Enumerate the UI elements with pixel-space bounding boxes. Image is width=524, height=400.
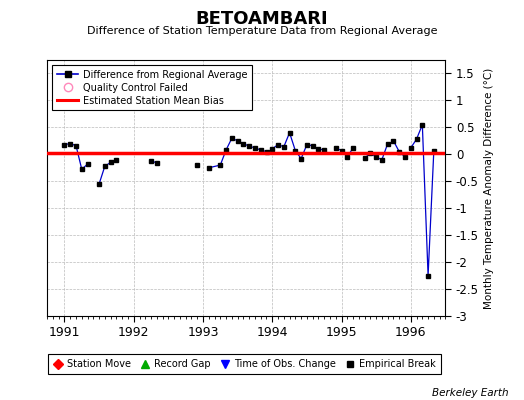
Text: Berkeley Earth: Berkeley Earth	[432, 388, 508, 398]
Text: Difference of Station Temperature Data from Regional Average: Difference of Station Temperature Data f…	[87, 26, 437, 36]
Y-axis label: Monthly Temperature Anomaly Difference (°C): Monthly Temperature Anomaly Difference (…	[484, 67, 494, 309]
Text: BETOAMBARI: BETOAMBARI	[195, 10, 329, 28]
Legend: Station Move, Record Gap, Time of Obs. Change, Empirical Break: Station Move, Record Gap, Time of Obs. C…	[48, 354, 441, 374]
